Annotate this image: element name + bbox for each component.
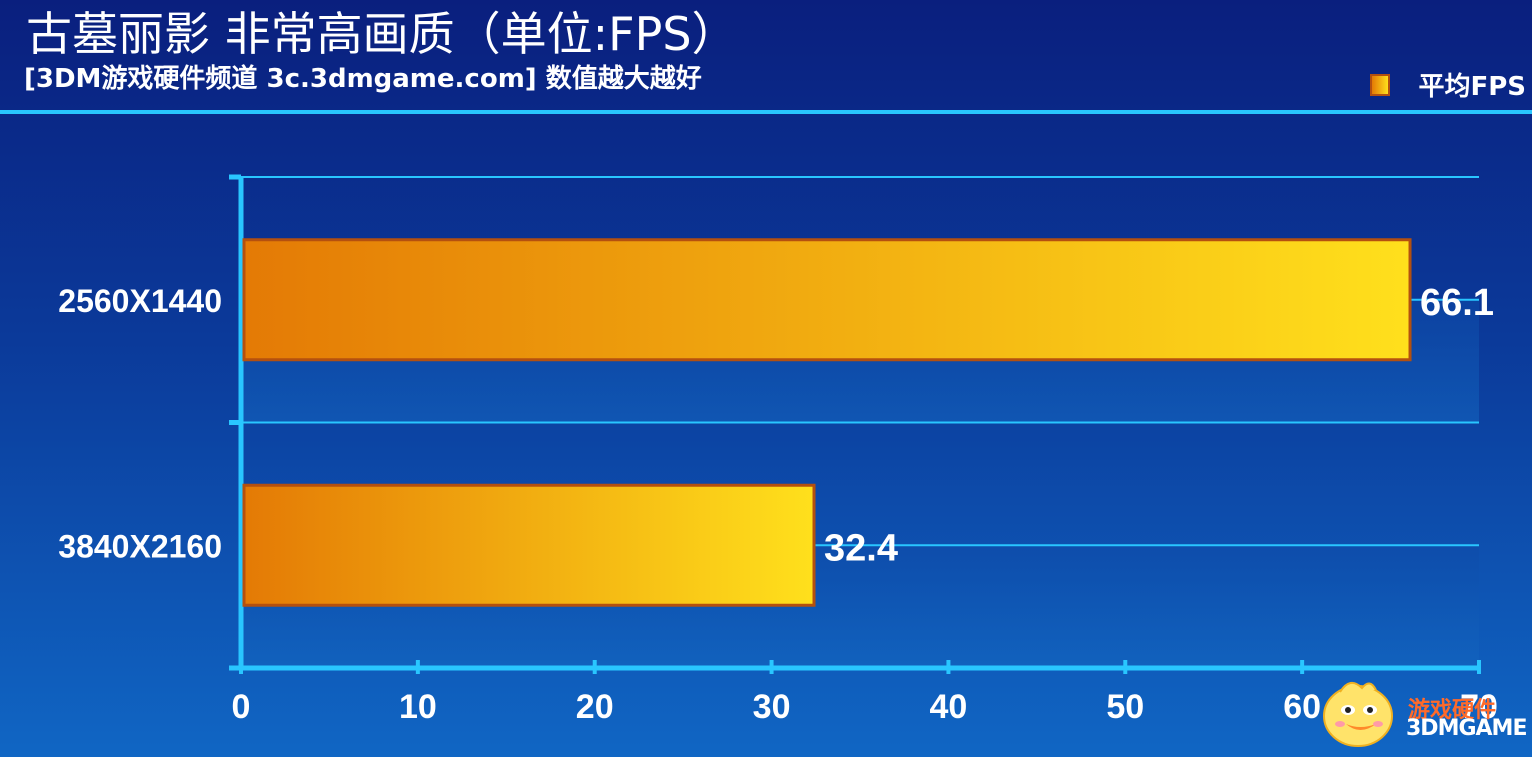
- 3dm-watermark: 游戏硬件 3DMGAME: [1310, 672, 1527, 752]
- header-divider: [0, 110, 1532, 114]
- data-label-0: 66.1: [1420, 282, 1494, 324]
- watermark-text-en: 3DMGAME: [1406, 716, 1527, 741]
- chart-title: 古墓丽影 非常高画质（单位:FPS）: [26, 7, 738, 61]
- labels: 2560X1440 66.1 3840X2160 32.4: [58, 282, 1494, 570]
- chart-subtitle: [3DM游戏硬件频道 3c.3dmgame.com] 数值越大越好: [24, 64, 702, 94]
- x-tick-label-1: 10: [399, 688, 437, 726]
- data-label-1: 32.4: [824, 527, 898, 569]
- bar-1: [242, 483, 816, 607]
- legend-label: 平均FPS: [1418, 72, 1526, 102]
- x-tick-label-4: 40: [930, 688, 968, 726]
- category-label-0: 2560X1440: [58, 283, 222, 319]
- x-tick-label-7: 70: [1460, 688, 1498, 726]
- mascot-chick-icon: [1323, 681, 1393, 747]
- legend-swatch: [1370, 73, 1391, 96]
- x-tick-label-3: 30: [753, 688, 791, 726]
- axes: 0 10 20 30 40 50 60 70: [229, 174, 1498, 726]
- watermark-text-cn: 游戏硬件: [1408, 698, 1497, 723]
- x-tick-label-5: 50: [1106, 688, 1144, 726]
- x-tick-label-0: 0: [232, 688, 251, 726]
- bar-0: [242, 238, 1412, 362]
- category-label-1: 3840X2160: [58, 528, 222, 564]
- legend: 平均FPS: [1370, 66, 1526, 103]
- x-tick-label-2: 20: [576, 688, 614, 726]
- x-tick-label-6: 60: [1283, 688, 1321, 726]
- bars: [242, 238, 1412, 607]
